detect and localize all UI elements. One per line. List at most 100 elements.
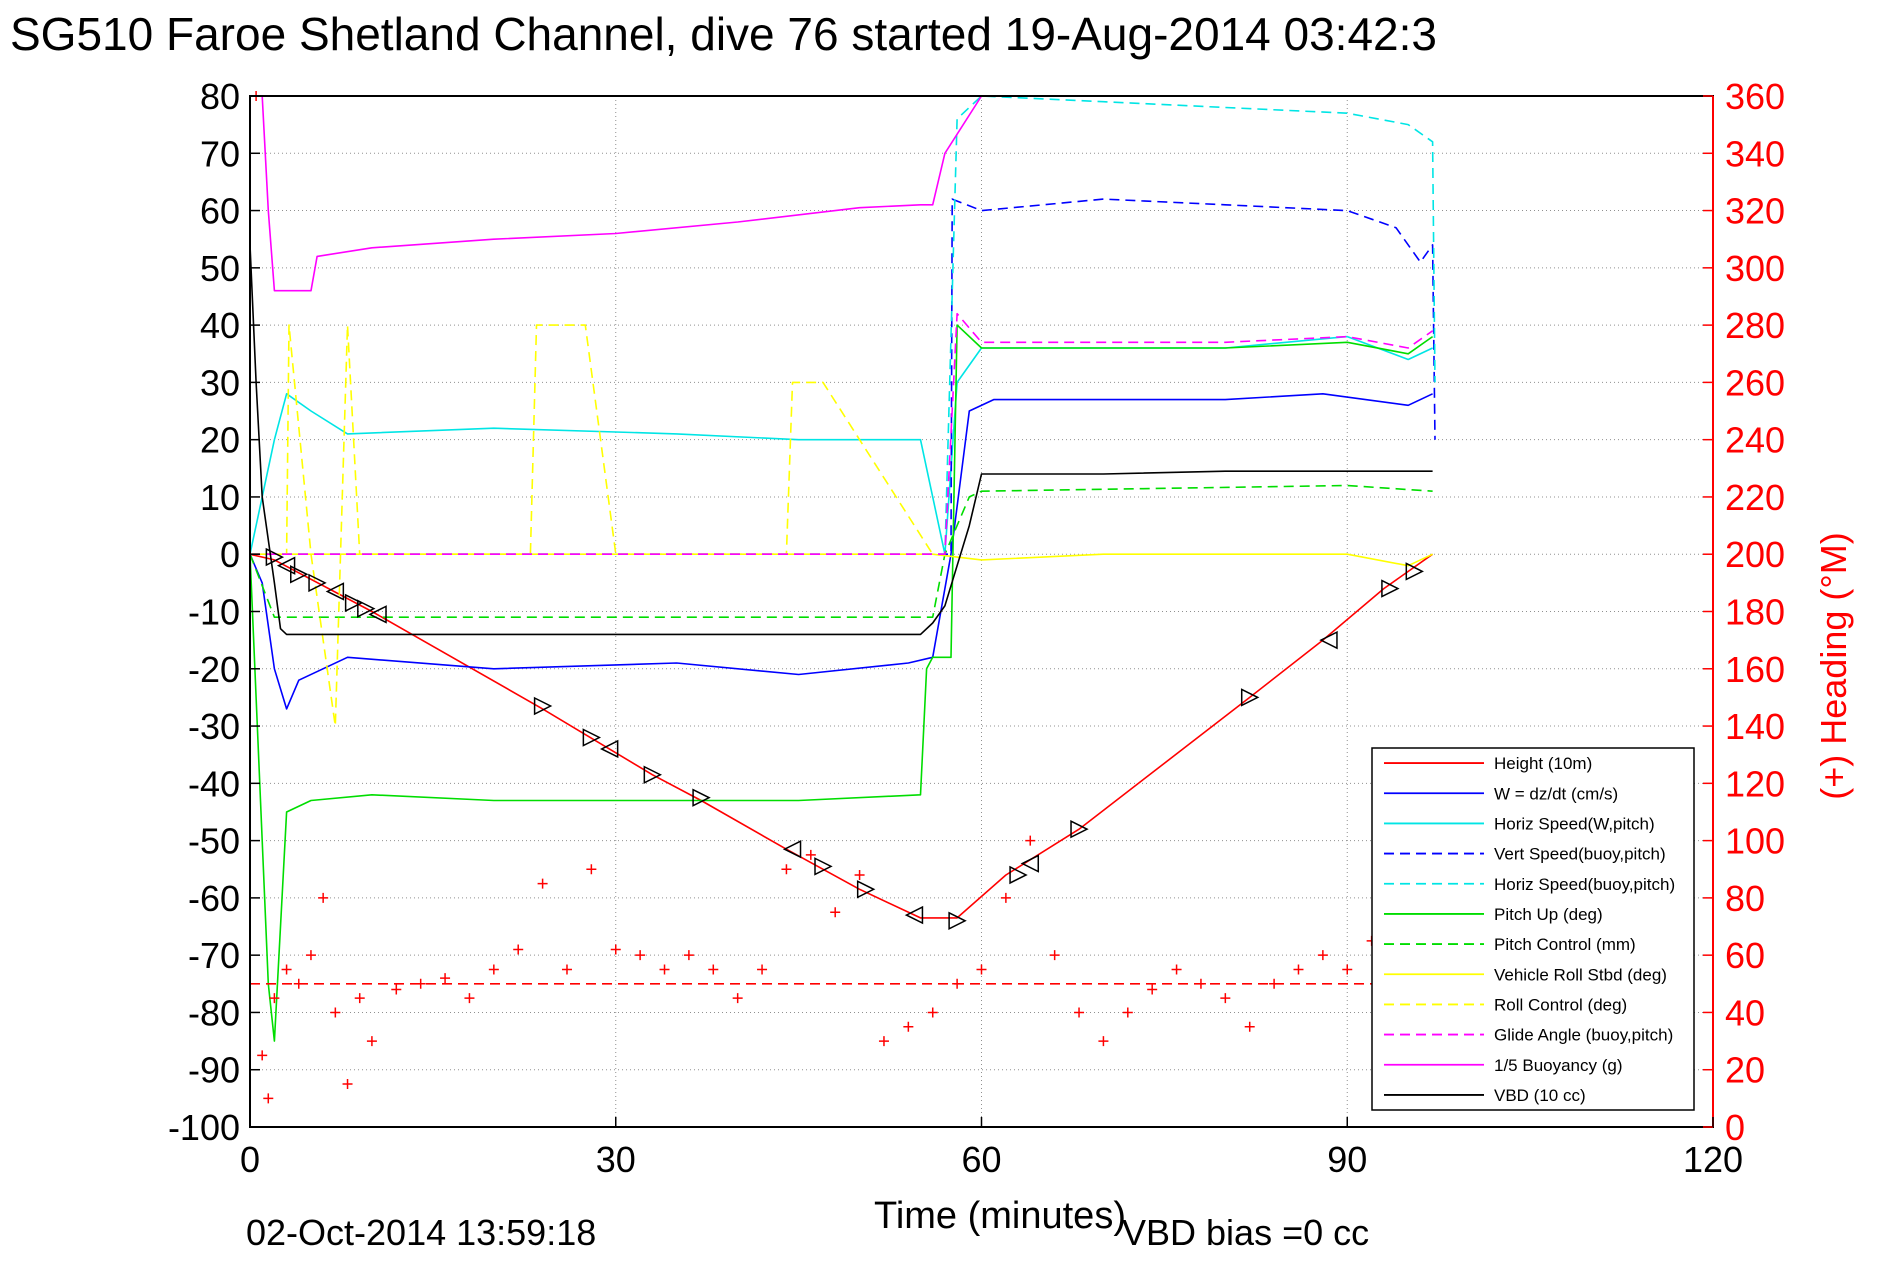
direction-marker <box>643 765 663 784</box>
heading-point <box>263 1093 274 1104</box>
left-tick-label: -40 <box>188 763 240 804</box>
heading-point <box>464 993 475 1004</box>
direction-marker <box>265 547 285 567</box>
left-tick-label: 50 <box>200 248 240 289</box>
right-tick-label: 340 <box>1725 133 1785 174</box>
heading-point <box>1171 964 1182 975</box>
heading-point <box>257 1050 268 1061</box>
heading-point <box>732 993 743 1004</box>
right-tick-label: 40 <box>1725 992 1765 1033</box>
right-tick-label: 260 <box>1725 362 1785 403</box>
heading-point <box>1317 950 1328 961</box>
direction-marker <box>1009 865 1028 885</box>
direction-marker <box>582 728 602 747</box>
right-tick-label: 300 <box>1725 248 1785 289</box>
heading-point <box>1269 978 1280 989</box>
left-tick-label: 70 <box>200 133 240 174</box>
left-tick-label: -80 <box>188 992 240 1033</box>
series-vbd-10-cc <box>249 244 1433 636</box>
legend-label: Horiz Speed(buoy,pitch) <box>1494 875 1675 894</box>
left-tick-label: 40 <box>200 305 240 346</box>
x-tick-label: 90 <box>1327 1139 1367 1180</box>
heading-point <box>366 1036 377 1047</box>
series-horiz-speed-buoy-pitch <box>250 95 1436 555</box>
legend-label: Pitch Up (deg) <box>1494 905 1603 924</box>
series-layer <box>249 91 1436 1104</box>
direction-marker <box>1240 688 1260 707</box>
direction-marker <box>325 582 345 601</box>
series-w-dz-dt-cm-s <box>249 393 1433 710</box>
left-axis-ticks: 80 70 60 50 40 30 20 10 0 -10 -20 -30 -40 -50 -60 -70 -8… <box>168 76 260 1148</box>
heading-point <box>293 978 304 989</box>
heading-point <box>1122 1007 1133 1018</box>
series-roll-control-deg <box>250 324 934 727</box>
heading-point <box>1000 892 1011 903</box>
heading-point <box>659 964 670 975</box>
heading-point <box>342 1079 353 1090</box>
direction-marker <box>814 857 833 876</box>
heading-point <box>513 944 524 955</box>
direction-marker <box>904 905 924 925</box>
heading-point <box>1147 984 1158 995</box>
right-axis-label: (+) Heading (°M) <box>1813 532 1854 799</box>
heading-point <box>1342 964 1353 975</box>
legend-label: 1/5 Buoyancy (g) <box>1494 1056 1623 1075</box>
heading-point <box>635 950 646 961</box>
direction-marker <box>1070 819 1089 839</box>
direction-marker <box>856 880 876 899</box>
direction-marker <box>357 599 376 618</box>
legend-label: Glide Angle (buoy,pitch) <box>1494 1026 1673 1045</box>
left-tick-label: 60 <box>200 191 240 232</box>
right-tick-label: 180 <box>1725 592 1785 633</box>
legend-label: Horiz Speed(W,pitch) <box>1494 814 1655 833</box>
series-pitch-up-deg <box>249 324 1434 1042</box>
legend-label: W = dz/dt (cm/s) <box>1494 784 1618 803</box>
x-tick-label: 60 <box>961 1139 1001 1180</box>
right-tick-label: 200 <box>1725 534 1785 575</box>
left-tick-label: -50 <box>188 821 240 862</box>
heading-point <box>903 1021 914 1032</box>
heading-point <box>440 973 451 984</box>
right-tick-label: 80 <box>1725 878 1765 919</box>
vbd-bias-footer: VBD bias =0 cc <box>1122 1212 1369 1253</box>
heading-point <box>269 993 280 1004</box>
heading-point <box>1049 950 1060 961</box>
heading-point <box>537 878 548 889</box>
heading-point <box>305 950 316 961</box>
right-tick-label: 20 <box>1725 1050 1765 1091</box>
legend-label: Vert Speed(buoy,pitch) <box>1494 845 1666 864</box>
direction-marker <box>948 911 967 931</box>
direction-marker <box>782 839 802 859</box>
x-axis-ticks: 0 30 60 90 120 <box>240 1117 1743 1180</box>
direction-marker <box>1319 630 1338 650</box>
right-tick-label: 0 <box>1725 1107 1745 1148</box>
x-tick-label: 120 <box>1683 1139 1743 1180</box>
legend-label: VBD (10 cc) <box>1494 1086 1586 1105</box>
direction-marker <box>290 565 309 584</box>
heading-point <box>1025 835 1036 846</box>
legend-label: Roll Control (deg) <box>1494 995 1627 1014</box>
right-tick-label: 60 <box>1725 935 1765 976</box>
left-tick-label: -100 <box>168 1107 240 1148</box>
right-tick-label: 220 <box>1725 477 1785 518</box>
direction-marker-layer <box>265 547 1424 931</box>
heading-point <box>561 964 572 975</box>
heading-point <box>878 1036 889 1047</box>
left-tick-label: 30 <box>200 362 240 403</box>
heading-point <box>318 892 329 903</box>
legend-box <box>1371 747 1695 1111</box>
left-tick-label: 0 <box>220 534 240 575</box>
heading-point <box>1220 993 1231 1004</box>
chart-title: SG510 Faroe Shetland Channel, dive 76 st… <box>10 8 1437 60</box>
heading-point <box>354 993 365 1004</box>
direction-marker <box>692 788 711 807</box>
right-tick-label: 360 <box>1725 76 1785 117</box>
right-tick-label: 320 <box>1725 191 1785 232</box>
legend-label: Vehicle Roll Stbd (deg) <box>1494 965 1667 984</box>
left-tick-label: -70 <box>188 935 240 976</box>
left-tick-label: -60 <box>188 878 240 919</box>
heading-point <box>488 964 499 975</box>
series-height-10m <box>249 553 1434 919</box>
direction-marker <box>344 593 364 613</box>
